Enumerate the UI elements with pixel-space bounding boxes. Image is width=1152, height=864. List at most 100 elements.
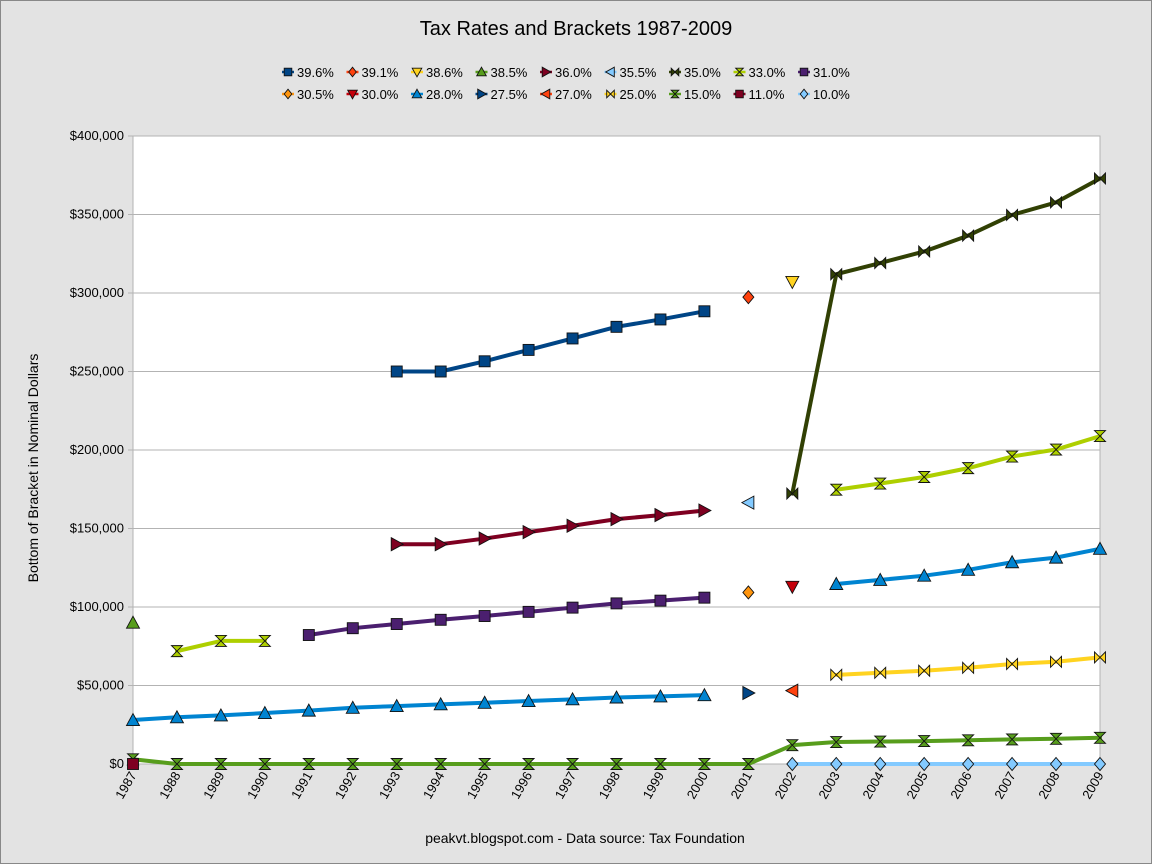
legend-marker (799, 88, 809, 100)
legend-marker (477, 88, 488, 100)
y-tick-label: $250,000 (70, 364, 124, 379)
data-point (345, 700, 361, 714)
data-point (302, 758, 316, 770)
series-5 (740, 495, 755, 510)
data-point (214, 634, 228, 647)
data-point (566, 332, 579, 345)
data-point (609, 758, 624, 770)
series-line (306, 595, 707, 638)
data-point (522, 605, 535, 618)
data-point (916, 568, 932, 582)
data-point (127, 758, 139, 770)
legend-label: 30.5% (297, 87, 334, 102)
series-12 (742, 685, 756, 701)
data-point (698, 591, 711, 604)
legend-item: 30.0% (346, 87, 399, 102)
legend-marker (348, 66, 357, 78)
legend-item: 27.5% (475, 87, 528, 102)
legend-item: 38.5% (475, 65, 528, 80)
data-point (1049, 443, 1063, 456)
legend-item: 28.0% (411, 87, 463, 102)
legend-label: 27.5% (491, 87, 528, 102)
legend-label: 35.0% (684, 65, 721, 80)
x-tick-label: 2008 (1035, 769, 1062, 802)
data-point (1005, 733, 1019, 746)
data-point (784, 683, 799, 698)
y-axis-label: Bottom of Bracket in Nominal Dollars (25, 354, 41, 583)
data-point (566, 518, 580, 534)
x-tick-label: 2009 (1079, 769, 1106, 802)
y-tick-label: $350,000 (70, 207, 124, 222)
legend-item: 38.6% (411, 65, 463, 80)
data-point (478, 758, 492, 770)
data-point (697, 758, 711, 770)
legend-marker (735, 89, 744, 99)
data-point (522, 524, 537, 540)
data-point (214, 758, 228, 770)
legend-marker (283, 67, 293, 77)
x-tick-label: 1988 (156, 769, 183, 802)
y-tick-label: $300,000 (70, 285, 124, 300)
data-point (610, 511, 624, 527)
data-point (434, 365, 447, 378)
series-line (394, 508, 707, 547)
legend-marker (799, 67, 809, 77)
series-0 (390, 305, 711, 378)
x-tick-label: 1998 (596, 769, 623, 802)
data-point (698, 503, 712, 518)
data-point (742, 685, 756, 701)
x-tick-label: 2007 (991, 769, 1018, 802)
data-point (125, 615, 141, 629)
legend-label: 38.5% (491, 65, 528, 80)
legend-marker (475, 66, 488, 77)
data-point (1094, 171, 1106, 186)
x-tick-label: 1990 (244, 769, 271, 802)
data-point (1050, 195, 1062, 209)
legend-label: 25.0% (620, 87, 657, 102)
legend-item: 39.6% (282, 65, 334, 80)
data-point (565, 758, 580, 770)
legend-item: 30.5% (282, 87, 334, 102)
legend-label: 27.0% (555, 87, 592, 102)
data-point (654, 507, 668, 523)
data-point (1048, 550, 1064, 564)
legend-marker (411, 88, 423, 99)
series-8 (302, 591, 711, 641)
data-point (433, 696, 448, 711)
data-point (918, 244, 931, 259)
data-point (302, 629, 315, 641)
legend-label: 11.0% (749, 87, 785, 102)
legend-marker (604, 66, 615, 78)
data-point (434, 613, 447, 626)
data-point (829, 736, 843, 748)
data-point (390, 365, 403, 378)
data-point (390, 758, 404, 770)
data-point (654, 313, 667, 326)
data-point (962, 229, 975, 243)
data-point (258, 758, 272, 770)
data-point (170, 645, 184, 658)
data-point (1093, 430, 1107, 443)
data-point (1006, 208, 1019, 222)
series-3 (125, 615, 141, 629)
data-point (257, 705, 273, 720)
data-point (962, 756, 975, 772)
data-point (1006, 756, 1019, 772)
data-point (610, 597, 623, 610)
data-point (566, 601, 579, 614)
data-point (785, 739, 799, 752)
data-point (785, 275, 800, 290)
data-point (742, 585, 755, 600)
data-point (1004, 554, 1020, 569)
data-point (962, 661, 975, 675)
x-tick-label: 1995 (464, 769, 491, 802)
series-line (394, 309, 707, 374)
data-point (785, 580, 800, 595)
data-point (874, 756, 887, 772)
data-point (346, 758, 360, 770)
data-point (258, 634, 272, 647)
legend-label: 38.6% (426, 65, 463, 80)
data-point (1049, 756, 1063, 772)
data-point (742, 289, 755, 305)
x-tick-label: 2006 (947, 769, 974, 802)
